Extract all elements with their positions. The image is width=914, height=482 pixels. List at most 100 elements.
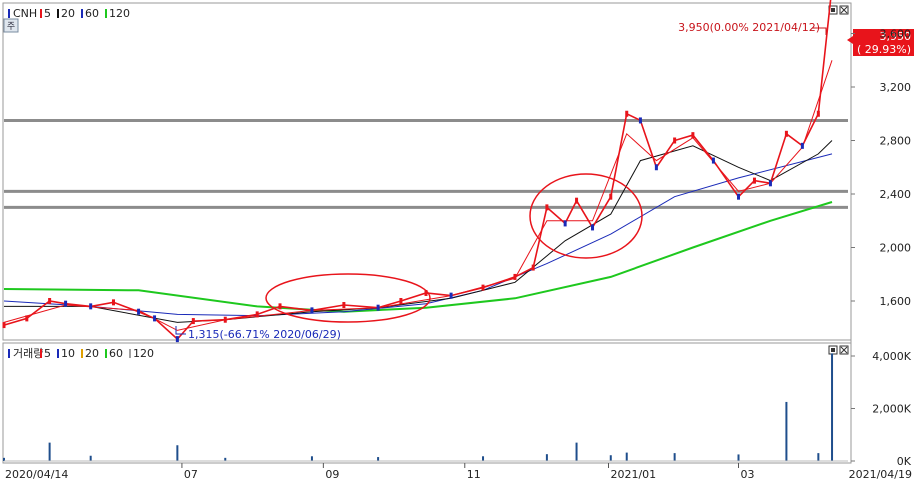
last-price-change: ( 29.93%) <box>857 43 911 56</box>
x-axis-tick: 11 <box>467 468 481 481</box>
price-point <box>673 137 677 144</box>
price-point <box>175 336 179 343</box>
series-line-ma5 <box>3 60 833 331</box>
low-annotation-pointer <box>175 326 186 335</box>
price-point <box>310 307 314 314</box>
volume-bar <box>48 442 51 461</box>
series-line-ma120 <box>3 201 833 313</box>
price-point <box>625 110 629 117</box>
legend-ma-label: 60 <box>109 347 123 360</box>
volume-panel-close-button[interactable] <box>839 345 849 355</box>
legend-ma-label: 5 <box>44 347 51 360</box>
volume-y-tick: 4,000K <box>872 350 911 363</box>
legend-ma-label: 10 <box>61 347 75 360</box>
legend-ma-label: 120 <box>109 7 130 20</box>
legend-ma-label: 20 <box>85 347 99 360</box>
x-axis: 2020/04/14 07 09 11 2021/01 03 2021/04/19 <box>5 463 912 481</box>
price-point <box>89 303 93 310</box>
volume-bar <box>224 457 227 461</box>
volume-bar <box>609 455 612 461</box>
price-y-tick: 3,600 <box>880 28 912 41</box>
volume-y-axis: 4,000K 2,000K 0K <box>851 350 912 468</box>
price-point <box>784 130 788 137</box>
price-point <box>48 298 52 304</box>
price-point <box>768 180 772 187</box>
price-point <box>513 273 517 280</box>
price-y-tick: 2,800 <box>880 135 912 148</box>
price-y-tick: 1,600 <box>880 295 912 308</box>
volume-bars <box>3 353 848 462</box>
last-price-value: 3,950 <box>880 30 912 43</box>
low-annotation: 1,315(-66.71% 2020/06/29) <box>188 328 341 341</box>
x-axis-tick: 03 <box>741 468 755 481</box>
volume-bar <box>310 456 313 461</box>
price-point <box>816 110 820 117</box>
legend-ma-label: 5 <box>44 7 51 20</box>
price-point <box>691 132 695 139</box>
price-point <box>449 292 453 299</box>
volume-panel-frame <box>2 342 852 464</box>
price-point <box>223 316 227 323</box>
legend-ma-label: 120 <box>133 347 154 360</box>
highlight-circle-sideways <box>265 273 431 323</box>
price-panel-close-button[interactable] <box>839 5 849 15</box>
scale-toggle-icon[interactable]: 주 <box>3 18 19 33</box>
volume-legend: 거래량 5 10 20 60 120 <box>8 347 154 360</box>
x-axis-tick: 09 <box>325 468 339 481</box>
volume-bar <box>625 452 628 461</box>
price-point <box>591 224 595 231</box>
series-lines <box>2 0 833 343</box>
price-point <box>64 300 68 307</box>
legend-ma-label: 60 <box>85 7 99 20</box>
price-legend: CNH 5 20 60 120 <box>8 7 130 20</box>
volume-bar <box>673 453 676 461</box>
volume-bar <box>377 457 380 461</box>
price-point <box>800 142 804 149</box>
volume-y-tick: 0K <box>897 455 912 468</box>
price-y-tick: 2,000 <box>880 242 912 255</box>
price-point <box>575 197 579 204</box>
volume-bar <box>785 401 788 461</box>
x-axis-end: 2021/04/19 <box>849 468 912 481</box>
price-point <box>481 284 485 291</box>
price-point <box>2 322 6 329</box>
price-point <box>638 117 642 124</box>
price-point <box>737 193 741 200</box>
price-point <box>191 318 195 325</box>
highlight-circles <box>265 173 643 323</box>
horizontal-lines <box>4 118 848 209</box>
price-point <box>25 315 29 322</box>
volume-bar <box>176 445 179 461</box>
x-axis-tick: 07 <box>184 468 198 481</box>
price-point <box>609 193 613 200</box>
price-panel-frame <box>2 2 852 341</box>
volume-bar <box>737 454 740 461</box>
price-point <box>654 164 658 171</box>
price-point <box>137 308 141 315</box>
volume-bar <box>545 454 548 461</box>
high-annotation-pointer <box>812 27 827 35</box>
series-line-price <box>3 0 832 341</box>
svg-text:주: 주 <box>7 21 15 32</box>
high-annotation: 3,950(0.00% 2021/04/12) <box>678 21 820 34</box>
price-point <box>278 303 282 310</box>
price-point <box>342 302 346 309</box>
legend-name: CNH <box>13 7 37 20</box>
price-point <box>255 311 259 318</box>
price-point <box>153 315 157 322</box>
last-price-box: 3,950 ( 29.93%) <box>847 29 914 56</box>
x-axis-start: 2020/04/14 <box>5 468 68 481</box>
highlight-circle-breakout <box>529 173 643 259</box>
price-point <box>545 204 549 211</box>
price-y-tick: 3,200 <box>880 81 912 94</box>
price-point <box>752 177 756 184</box>
price-point <box>399 298 403 304</box>
price-y-axis: 3,600 3,200 2,800 2,400 2,000 1,600 <box>851 28 912 308</box>
volume-bar <box>89 455 92 461</box>
price-point <box>424 289 428 296</box>
price-point <box>711 157 715 164</box>
price-point <box>111 299 115 306</box>
volume-y-tick: 2,000K <box>872 403 911 416</box>
volume-panel-maximize-button[interactable] <box>828 345 838 355</box>
